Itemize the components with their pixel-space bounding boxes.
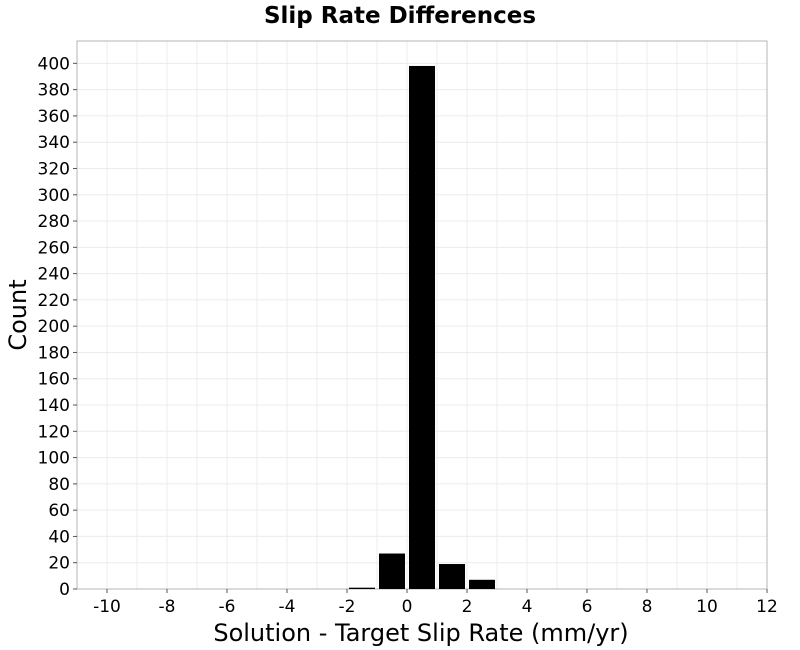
- y-tick-label: 40: [48, 527, 70, 547]
- y-tick-label: 120: [38, 422, 70, 442]
- y-tick-label: 320: [38, 159, 70, 179]
- y-tick-label: 140: [38, 396, 70, 416]
- y-tick-label: 200: [38, 317, 70, 337]
- y-tick-label: 380: [38, 81, 70, 101]
- x-tick-label: -6: [219, 597, 236, 617]
- x-tick-label: 8: [642, 597, 653, 617]
- y-tick-label: 300: [38, 186, 70, 206]
- x-tick-label: 0: [402, 597, 413, 617]
- y-axis-ticks: 0 20 40 60 80 100 120 140 160 180 200 220 240 260 280 3…: [38, 54, 77, 600]
- histogram-bar: [379, 553, 405, 589]
- x-tick-label: -10: [93, 597, 121, 617]
- y-tick-label: 240: [38, 265, 70, 285]
- y-tick-label: 60: [48, 501, 70, 521]
- x-axis-ticks: -10 -8 -6 -4 -2 0 2 4 6 8 10 12: [93, 589, 778, 617]
- x-tick-label: -8: [159, 597, 176, 617]
- y-tick-label: 340: [38, 133, 70, 153]
- y-axis-label: Count: [4, 279, 32, 350]
- histogram-bar: [349, 587, 375, 589]
- y-tick-label: 360: [38, 107, 70, 127]
- histogram-bar: [439, 564, 465, 589]
- y-tick-label: 100: [38, 449, 70, 469]
- y-tick-label: 220: [38, 291, 70, 311]
- histogram-bar: [409, 65, 435, 590]
- y-tick-label: 80: [48, 475, 70, 495]
- x-axis-label: Solution - Target Slip Rate (mm/yr): [213, 619, 628, 647]
- x-tick-label: -4: [279, 597, 296, 617]
- x-tick-label: 6: [582, 597, 593, 617]
- x-tick-label: 4: [522, 597, 533, 617]
- x-tick-label: 12: [756, 597, 778, 617]
- y-tick-label: 280: [38, 212, 70, 232]
- y-tick-label: 180: [38, 343, 70, 363]
- histogram-bar: [469, 579, 495, 589]
- bars: [349, 65, 495, 590]
- chart-title: Slip Rate Differences: [264, 3, 536, 29]
- x-tick-label: 2: [462, 597, 473, 617]
- y-tick-label: 20: [48, 554, 70, 574]
- y-tick-label: 0: [59, 580, 70, 600]
- y-tick-label: 160: [38, 370, 70, 390]
- x-tick-label: -2: [339, 597, 356, 617]
- y-tick-label: 400: [38, 54, 70, 74]
- y-tick-label: 260: [38, 238, 70, 258]
- x-tick-label: 10: [696, 597, 718, 617]
